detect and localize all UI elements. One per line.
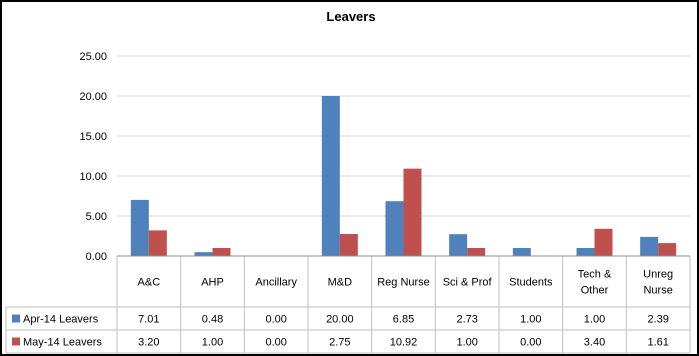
y-tick-label: 5.00 <box>86 211 107 223</box>
bar-apr <box>576 248 595 256</box>
data-table-value: 1.00 <box>456 337 477 349</box>
data-table-value: 0.00 <box>520 337 541 349</box>
data-table-value: 2.39 <box>647 314 668 326</box>
x-tick-label: Tech & <box>578 269 612 281</box>
data-table-value: 1.00 <box>584 314 605 326</box>
bar-may <box>339 234 358 256</box>
data-table-value: 3.40 <box>584 337 605 349</box>
bar-may <box>148 230 167 256</box>
data-table-value: 3.20 <box>138 337 159 349</box>
bar-apr <box>194 252 213 256</box>
data-table-value: 0.48 <box>202 314 223 326</box>
data-table-value: 1.00 <box>520 314 541 326</box>
x-tick-label: Students <box>509 277 553 289</box>
data-table-value: 2.75 <box>329 337 350 349</box>
x-tick-label: A&C <box>138 277 161 289</box>
bar-may <box>594 228 613 256</box>
data-table-value: 0.00 <box>265 337 286 349</box>
x-tick-label: Ancillary <box>255 277 297 289</box>
data-table-value: 1.00 <box>202 337 223 349</box>
bar-apr <box>512 248 531 256</box>
bar-may <box>658 243 677 256</box>
data-table-value: 1.61 <box>647 337 668 349</box>
bar-chart: Leavers 0.00 5.00 10.00 15.00 20.00 25.00 A&C AH… <box>5 9 691 354</box>
bar-may <box>403 168 422 256</box>
x-tick-label: Unreg <box>643 269 673 281</box>
y-tick-label: 20.00 <box>79 91 107 103</box>
data-table-value: 10.92 <box>390 337 418 349</box>
legend-key <box>12 314 20 323</box>
bar-apr <box>321 96 340 256</box>
x-tick-label: Reg Nurse <box>377 277 430 289</box>
bar-may <box>467 248 486 256</box>
y-tick-label: 10.00 <box>79 171 107 183</box>
data-table-value: 7.01 <box>138 314 159 326</box>
chart-title: Leavers <box>326 9 375 24</box>
data-table-value: 6.85 <box>393 314 414 326</box>
bar-apr <box>449 234 468 256</box>
x-tick-label: AHP <box>201 277 224 289</box>
data-table-value: 20.00 <box>326 314 354 326</box>
x-tick-label: M&D <box>328 277 353 289</box>
y-tick-label: 0.00 <box>86 251 107 263</box>
legend-key <box>12 337 20 346</box>
bar-may <box>212 248 231 256</box>
legend-label: Apr-14 Leavers <box>23 314 99 326</box>
x-tick-label: Other <box>581 285 609 297</box>
data-table-value: 0.00 <box>265 314 286 326</box>
data-table-value: 2.73 <box>456 314 477 326</box>
x-tick-label: Sci & Prof <box>443 277 493 289</box>
y-tick-label: 25.00 <box>79 51 107 63</box>
y-tick-label: 15.00 <box>79 131 107 143</box>
legend-label: May-14 Leavers <box>23 337 102 349</box>
bar-apr <box>385 201 404 256</box>
x-tick-label: Nurse <box>643 285 672 297</box>
bar-apr <box>640 236 659 256</box>
bar-apr <box>130 199 149 256</box>
